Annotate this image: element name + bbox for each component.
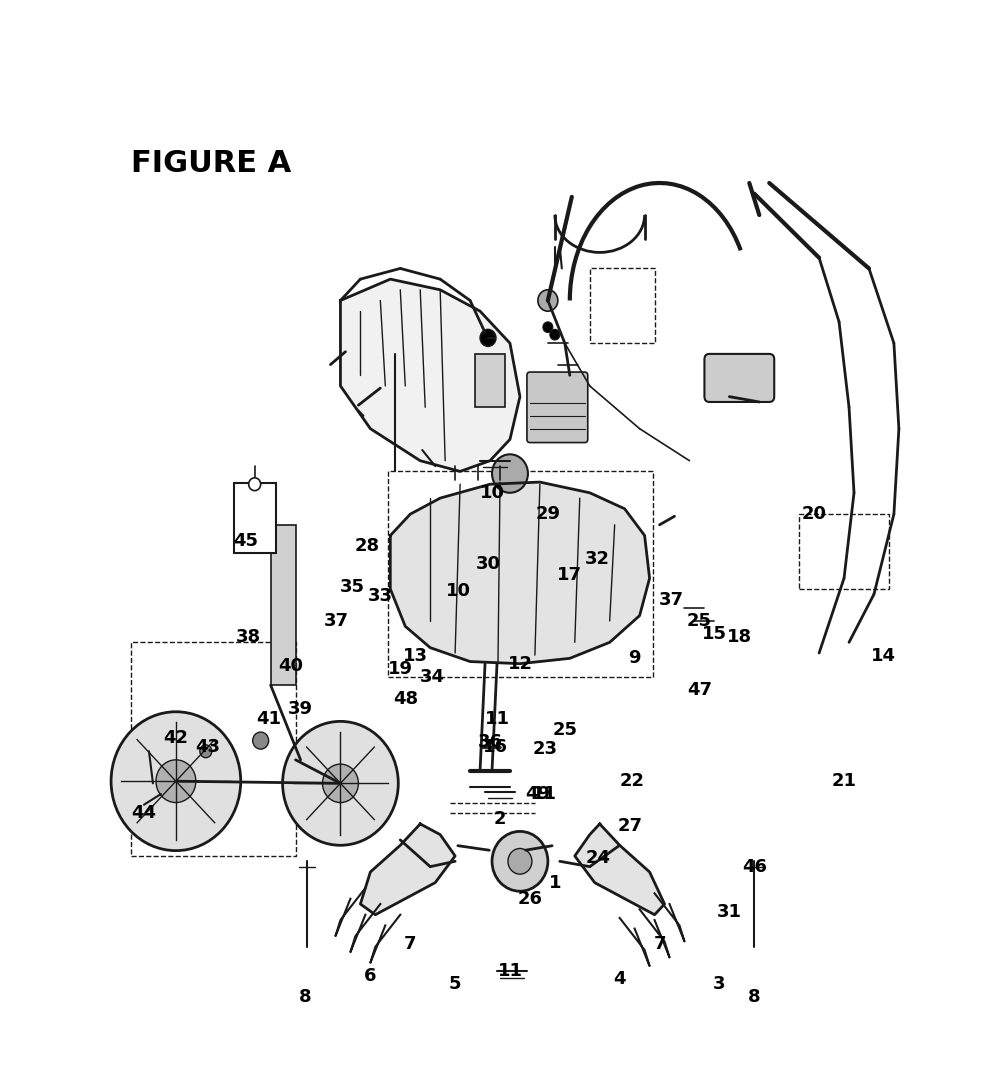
Text: 3: 3 (713, 976, 726, 993)
Bar (388, 471, 653, 677)
Text: 17: 17 (557, 567, 582, 584)
Text: 35: 35 (340, 577, 365, 595)
Text: 31: 31 (717, 903, 742, 920)
Text: 25: 25 (687, 612, 712, 630)
Circle shape (538, 290, 558, 312)
Text: 9: 9 (628, 649, 641, 667)
Circle shape (111, 712, 241, 850)
Circle shape (550, 330, 560, 340)
Text: 40: 40 (278, 657, 303, 675)
Text: 23: 23 (532, 740, 557, 758)
Text: 34: 34 (420, 667, 445, 685)
Text: 26: 26 (517, 890, 542, 908)
Polygon shape (340, 280, 520, 471)
Text: 5: 5 (449, 976, 461, 993)
Text: 1: 1 (549, 874, 561, 892)
Circle shape (508, 848, 532, 874)
Text: 7: 7 (404, 935, 416, 952)
Text: 43: 43 (195, 738, 220, 756)
Circle shape (480, 330, 496, 346)
Text: 4: 4 (613, 970, 626, 987)
Circle shape (200, 744, 212, 757)
Circle shape (543, 322, 553, 332)
Text: 39: 39 (288, 699, 313, 718)
Polygon shape (390, 482, 650, 664)
Bar (271, 525, 296, 685)
Text: 28: 28 (355, 538, 380, 555)
Text: 7: 7 (653, 935, 666, 952)
Text: 11: 11 (532, 785, 557, 803)
Text: 8: 8 (748, 987, 761, 1006)
Text: 37: 37 (659, 590, 684, 608)
Text: FIGURE A: FIGURE A (131, 149, 291, 178)
Circle shape (249, 478, 261, 491)
FancyBboxPatch shape (527, 372, 588, 442)
Text: 45: 45 (233, 532, 258, 549)
Polygon shape (360, 824, 455, 915)
Bar (799, 514, 889, 589)
Text: 37: 37 (324, 612, 349, 630)
Circle shape (492, 454, 528, 493)
Text: 16: 16 (483, 738, 508, 756)
Text: 47: 47 (687, 681, 712, 699)
FancyArrowPatch shape (458, 846, 489, 850)
Text: 15: 15 (702, 624, 727, 643)
Text: 11: 11 (497, 963, 522, 980)
Text: 10: 10 (480, 484, 505, 502)
Bar (131, 643, 296, 856)
Polygon shape (575, 824, 665, 915)
Text: 49: 49 (525, 785, 550, 803)
FancyBboxPatch shape (704, 353, 774, 402)
Text: 30: 30 (476, 556, 501, 573)
Text: 24: 24 (585, 849, 610, 868)
Text: 36: 36 (478, 733, 503, 751)
Text: 25: 25 (552, 721, 577, 739)
Text: 18: 18 (727, 628, 752, 646)
Text: 33: 33 (368, 587, 393, 605)
Text: 41: 41 (256, 710, 281, 728)
Text: 22: 22 (619, 772, 644, 790)
Text: 27: 27 (617, 817, 642, 835)
Text: 21: 21 (832, 772, 857, 790)
Text: 32: 32 (585, 550, 610, 568)
Text: 2: 2 (494, 810, 506, 828)
Text: 14: 14 (871, 647, 896, 665)
Text: 19: 19 (388, 660, 413, 678)
Text: 46: 46 (742, 858, 767, 876)
Text: 42: 42 (163, 729, 188, 748)
Text: 10: 10 (446, 582, 471, 600)
Text: 29: 29 (535, 506, 560, 523)
Text: 12: 12 (507, 654, 532, 673)
Circle shape (492, 831, 548, 891)
Bar (234, 483, 276, 553)
Text: 44: 44 (131, 804, 156, 823)
Text: 8: 8 (299, 987, 312, 1006)
Circle shape (253, 733, 269, 749)
Circle shape (156, 759, 196, 802)
Text: 20: 20 (802, 506, 827, 523)
Bar (590, 269, 655, 343)
Text: 11: 11 (485, 710, 510, 728)
FancyArrowPatch shape (526, 846, 552, 850)
Text: 48: 48 (393, 690, 418, 708)
Text: 38: 38 (236, 628, 261, 646)
Bar (475, 353, 505, 407)
Circle shape (322, 764, 358, 802)
Circle shape (283, 722, 398, 845)
Text: 6: 6 (364, 967, 377, 984)
Text: 13: 13 (403, 647, 428, 665)
